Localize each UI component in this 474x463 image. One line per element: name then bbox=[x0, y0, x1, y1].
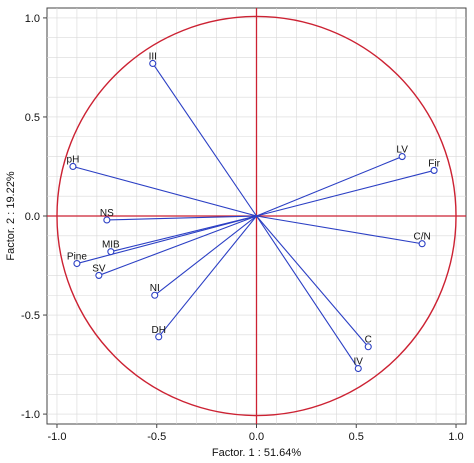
point-lv bbox=[398, 153, 406, 161]
label-mib: MIB bbox=[102, 240, 120, 251]
point-iii bbox=[149, 59, 157, 68]
label-iv: IV bbox=[354, 357, 364, 368]
x-axis-ticks: -1.0 -0.5 0.0 0.5 1.0 bbox=[47, 424, 464, 443]
y-tick-label: -1.0 bbox=[21, 409, 40, 421]
y-tick-label: 0.5 bbox=[25, 112, 40, 124]
variable-vectors bbox=[72, 63, 435, 369]
vector-iv bbox=[256, 215, 359, 369]
point-pine bbox=[73, 259, 81, 268]
y-axis-title: Factor. 2 : 19.22% bbox=[5, 171, 17, 260]
x-tick-label: 1.0 bbox=[448, 431, 463, 443]
variable-labels: III pH LV Fir NS C/N MIB Pine SV NI DH CIV bbox=[67, 51, 441, 367]
label-dh: DH bbox=[152, 325, 166, 336]
point-c-n bbox=[418, 240, 426, 248]
point-dh bbox=[155, 333, 163, 341]
y-tick-label: 1.0 bbox=[25, 13, 40, 25]
y-tick-label: -0.5 bbox=[21, 310, 40, 322]
label-c-n: C/N bbox=[413, 232, 430, 243]
x-tick-label: 0.5 bbox=[349, 431, 364, 443]
vector-c-n bbox=[256, 215, 423, 245]
point-ns bbox=[103, 216, 111, 224]
vector-iii bbox=[152, 63, 257, 217]
vector-dh bbox=[158, 215, 257, 338]
point-sv bbox=[95, 271, 103, 279]
correlation-circle bbox=[56, 15, 457, 417]
x-axis-title: Factor. 1 : 51.64% bbox=[212, 447, 301, 459]
label-iii: III bbox=[149, 51, 157, 62]
vector-ns bbox=[106, 215, 257, 221]
label-ph: pH bbox=[67, 154, 80, 165]
label-ns: NS bbox=[100, 208, 114, 219]
variable-markers bbox=[69, 59, 438, 373]
label-c: C bbox=[365, 335, 372, 346]
vector-fir bbox=[256, 169, 435, 217]
point-c bbox=[364, 343, 372, 351]
x-tick-label: -0.5 bbox=[147, 431, 166, 443]
vector-pine bbox=[76, 215, 257, 265]
y-tick-label: 0.0 bbox=[25, 211, 40, 223]
point-ph bbox=[69, 162, 77, 171]
point-iv bbox=[354, 364, 362, 373]
vector-c bbox=[256, 215, 369, 348]
label-lv: LV bbox=[396, 145, 408, 156]
label-pine: Pine bbox=[67, 252, 87, 263]
x-tick-label: 0.0 bbox=[249, 431, 264, 443]
point-fir bbox=[430, 166, 438, 174]
label-fir: Fir bbox=[428, 158, 440, 169]
label-ni: NI bbox=[150, 283, 160, 294]
vector-ph bbox=[72, 165, 257, 217]
vector-lv bbox=[256, 156, 403, 217]
x-tick-label: -1.0 bbox=[47, 431, 66, 443]
point-mib bbox=[107, 248, 115, 256]
label-sv: SV bbox=[92, 263, 106, 274]
vector-sv bbox=[98, 215, 257, 276]
point-ni bbox=[151, 291, 159, 299]
vector-ni bbox=[154, 215, 257, 296]
y-axis-ticks: 1.0 0.5 0.0 -0.5 -1.0 bbox=[21, 13, 47, 421]
